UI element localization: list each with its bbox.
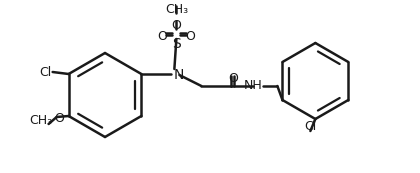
Text: CH₃: CH₃ [29, 113, 52, 126]
Text: O: O [228, 72, 238, 85]
Text: Cl: Cl [39, 66, 52, 79]
Text: O: O [186, 30, 195, 43]
Text: O: O [54, 112, 63, 125]
Text: O: O [158, 30, 167, 43]
Text: Cl: Cl [304, 120, 317, 133]
Text: S: S [172, 37, 181, 51]
Text: O: O [171, 19, 181, 32]
Text: CH₃: CH₃ [165, 3, 188, 16]
Text: NH: NH [244, 80, 263, 93]
Text: N: N [173, 68, 184, 82]
